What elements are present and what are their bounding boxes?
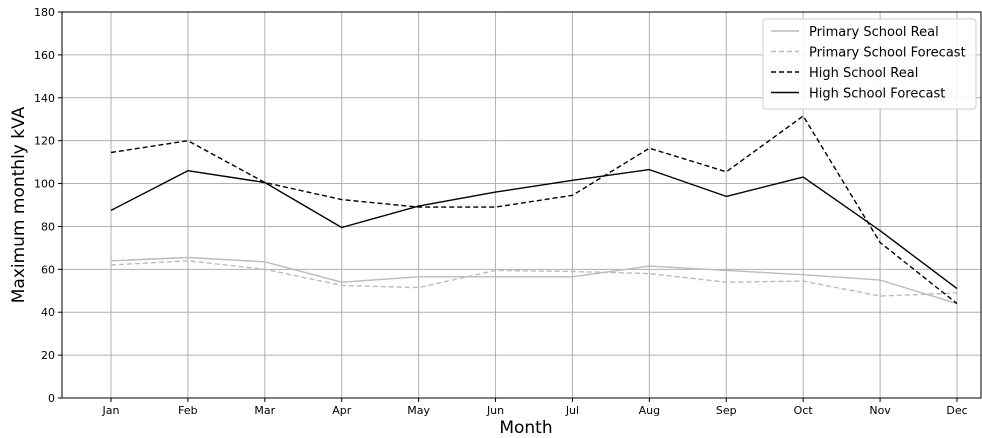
x-tick-label: Apr <box>332 404 352 417</box>
x-tick-label: Dec <box>946 404 967 417</box>
series-line-1 <box>110 256 958 305</box>
y-tick-label: 80 <box>41 220 55 233</box>
plot-border <box>61 11 982 399</box>
x-tick-label: Jun <box>486 404 504 417</box>
x-tick-label: Jan <box>102 404 120 417</box>
x-tick-label: Nov <box>869 404 891 417</box>
x-tick-label: May <box>407 404 430 417</box>
y-tick-label: 140 <box>34 92 55 105</box>
x-axis-label: Month <box>499 418 552 438</box>
y-tick-label: 160 <box>34 49 55 62</box>
x-tick-label: Jul <box>565 404 579 417</box>
x-tick-label: Oct <box>794 404 814 417</box>
x-tick-label: Aug <box>639 404 660 417</box>
plot-frame <box>61 11 982 399</box>
axis-ticks: Jan Feb Mar Apr May Jun Jul Aug Sep Oct Nov Dec 0 20 4… <box>34 6 968 417</box>
series-lines <box>110 115 958 305</box>
y-tick-label: 120 <box>34 135 55 148</box>
y-tick-label: 0 <box>48 392 55 405</box>
series-line-2 <box>110 260 958 297</box>
legend-box <box>762 18 977 110</box>
y-tick-label: 180 <box>34 6 55 19</box>
x-tick-label: Sep <box>716 404 737 417</box>
y-tick-label: 40 <box>41 306 55 319</box>
y-axis-label: Maximum monthly kVA <box>9 106 29 303</box>
series-line-4 <box>110 168 958 290</box>
legend-label-2: Primary School Forecast <box>809 46 966 61</box>
y-tick-label: 100 <box>34 178 55 191</box>
series-line-3 <box>110 115 958 305</box>
y-tick-label: 20 <box>41 349 55 362</box>
legend: Primary School Real Primary School Foreca… <box>762 18 977 110</box>
y-tick-label: 60 <box>41 263 55 276</box>
legend-label-1: Primary School Real <box>809 25 939 40</box>
legend-label-3: High School Real <box>809 66 918 81</box>
x-tick-label: Feb <box>178 404 197 417</box>
legend-label-4: High School Forecast <box>809 87 945 102</box>
x-tick-label: Mar <box>254 404 275 417</box>
